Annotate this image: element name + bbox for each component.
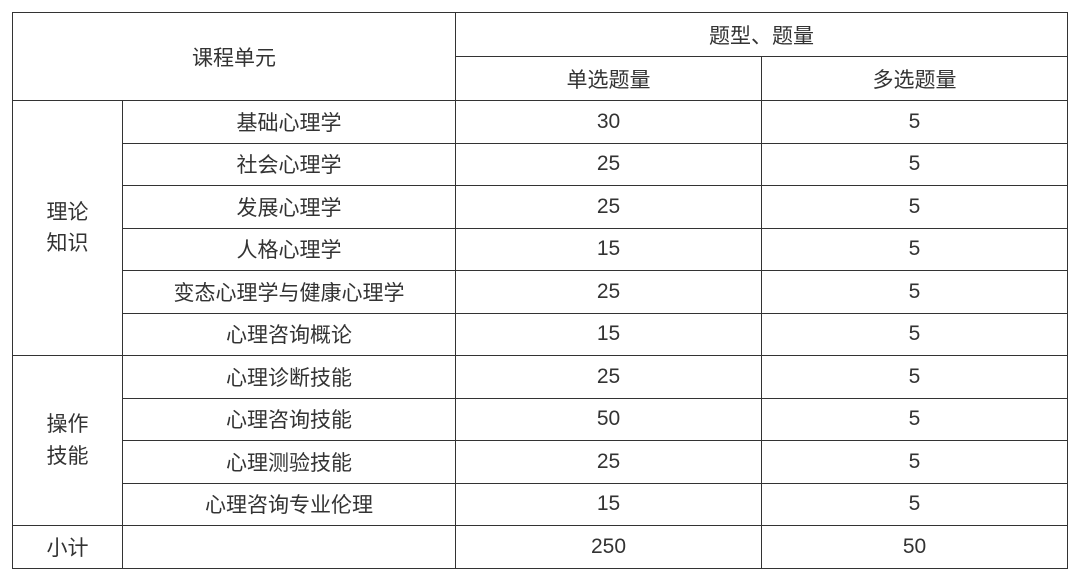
subject-cell: 心理诊断技能 xyxy=(123,356,456,399)
subtotal-multi: 50 xyxy=(762,526,1068,569)
table-row: 社会心理学 25 5 xyxy=(13,143,1068,186)
multi-cell: 5 xyxy=(762,101,1068,144)
multi-cell: 5 xyxy=(762,398,1068,441)
table-header-row-1: 课程单元 题型、题量 xyxy=(13,13,1068,57)
table-row: 心理咨询概论 15 5 xyxy=(13,313,1068,356)
header-multi-choice: 多选题量 xyxy=(762,57,1068,101)
table-row: 理论 知识 基础心理学 30 5 xyxy=(13,101,1068,144)
subject-cell: 人格心理学 xyxy=(123,228,456,271)
course-question-table: 课程单元 题型、题量 单选题量 多选题量 理论 知识 基础心理学 30 5 社会… xyxy=(12,12,1068,569)
multi-cell: 5 xyxy=(762,313,1068,356)
multi-cell: 5 xyxy=(762,228,1068,271)
multi-cell: 5 xyxy=(762,143,1068,186)
category-cell: 理论 知识 xyxy=(13,101,123,356)
subject-cell: 社会心理学 xyxy=(123,143,456,186)
single-cell: 25 xyxy=(456,186,762,229)
subject-cell: 心理咨询技能 xyxy=(123,398,456,441)
single-cell: 25 xyxy=(456,356,762,399)
subject-cell: 基础心理学 xyxy=(123,101,456,144)
table-row: 心理咨询专业伦理 15 5 xyxy=(13,483,1068,526)
subject-cell: 心理咨询专业伦理 xyxy=(123,483,456,526)
single-cell: 50 xyxy=(456,398,762,441)
multi-cell: 5 xyxy=(762,483,1068,526)
single-cell: 25 xyxy=(456,441,762,484)
subtotal-label: 小计 xyxy=(13,526,123,569)
subtotal-empty xyxy=(123,526,456,569)
table-row: 心理测验技能 25 5 xyxy=(13,441,1068,484)
table-row: 发展心理学 25 5 xyxy=(13,186,1068,229)
subject-cell: 心理咨询概论 xyxy=(123,313,456,356)
multi-cell: 5 xyxy=(762,186,1068,229)
table-row: 人格心理学 15 5 xyxy=(13,228,1068,271)
single-cell: 15 xyxy=(456,228,762,271)
subject-cell: 变态心理学与健康心理学 xyxy=(123,271,456,314)
single-cell: 15 xyxy=(456,313,762,356)
single-cell: 30 xyxy=(456,101,762,144)
subject-cell: 心理测验技能 xyxy=(123,441,456,484)
table-row: 心理咨询技能 50 5 xyxy=(13,398,1068,441)
multi-cell: 5 xyxy=(762,271,1068,314)
subtotal-single: 250 xyxy=(456,526,762,569)
category-cell: 操作 技能 xyxy=(13,356,123,526)
subtotal-row: 小计 250 50 xyxy=(13,526,1068,569)
multi-cell: 5 xyxy=(762,441,1068,484)
header-single-choice: 单选题量 xyxy=(456,57,762,101)
single-cell: 25 xyxy=(456,143,762,186)
table-row: 操作 技能 心理诊断技能 25 5 xyxy=(13,356,1068,399)
multi-cell: 5 xyxy=(762,356,1068,399)
header-question-group: 题型、题量 xyxy=(456,13,1068,57)
single-cell: 25 xyxy=(456,271,762,314)
table-row: 变态心理学与健康心理学 25 5 xyxy=(13,271,1068,314)
header-course-unit: 课程单元 xyxy=(13,13,456,101)
subject-cell: 发展心理学 xyxy=(123,186,456,229)
single-cell: 15 xyxy=(456,483,762,526)
